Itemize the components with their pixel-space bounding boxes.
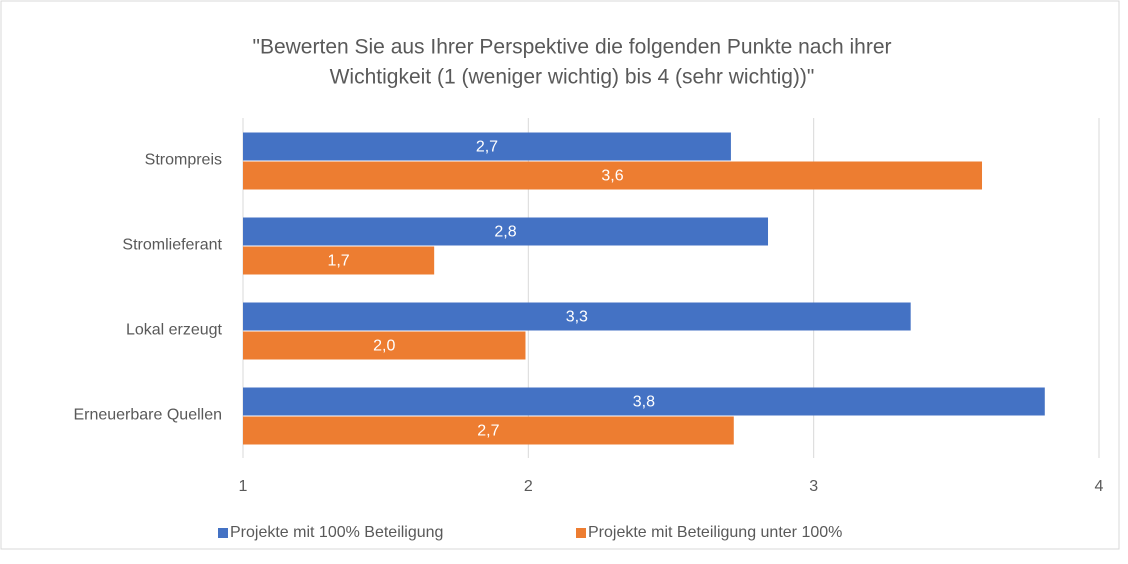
- chart-title: Wichtigkeit (1 (weniger wichtig) bis 4 (…: [330, 66, 815, 89]
- chart-title: "Bewerten Sie aus Ihrer Perspektive die …: [253, 36, 892, 59]
- data-label: 2,0: [373, 338, 395, 355]
- bar: [243, 302, 911, 331]
- data-label: 2,7: [476, 139, 498, 156]
- bar: [243, 161, 983, 190]
- x-tick-label: 1: [239, 478, 248, 495]
- x-tick-label: 3: [809, 478, 818, 495]
- bar: [243, 416, 734, 445]
- data-label: 1,7: [327, 253, 349, 270]
- legend-label: Projekte mit Beteiligung unter 100%: [588, 524, 842, 541]
- data-label: 3,3: [566, 309, 588, 326]
- y-tick-label: Strompreis: [145, 152, 222, 169]
- data-label: 3,8: [633, 394, 655, 411]
- legend-swatch: [218, 528, 228, 538]
- y-tick-label: Erneuerbare Quellen: [73, 407, 222, 424]
- bar: [243, 387, 1045, 416]
- data-label: 2,8: [494, 224, 516, 241]
- legend-swatch: [576, 528, 586, 538]
- x-tick-label: 4: [1095, 478, 1104, 495]
- legend-label: Projekte mit 100% Beteiligung: [230, 524, 443, 541]
- bar: [243, 246, 435, 275]
- bar: [243, 331, 526, 360]
- bar: [243, 132, 731, 161]
- y-tick-label: Lokal erzeugt: [126, 322, 223, 339]
- data-label: 2,7: [477, 423, 499, 440]
- bar: [243, 217, 769, 246]
- data-label: 3,6: [601, 168, 623, 185]
- x-tick-label: 2: [524, 478, 533, 495]
- y-tick-label: Stromlieferant: [122, 237, 222, 254]
- chart-border: [0, 0, 1120, 550]
